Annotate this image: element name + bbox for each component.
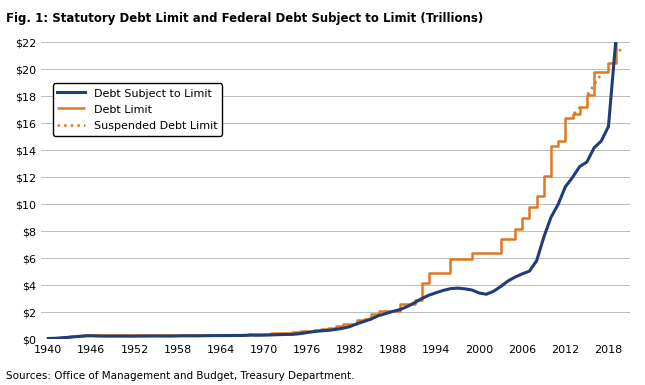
Suspended Debt Limit [571, 111, 579, 116]
Line: Suspended Debt Limit: Suspended Debt Limit [574, 107, 580, 114]
Suspended Debt Limit [571, 110, 579, 114]
Suspended Debt Limit [573, 108, 580, 113]
Suspended Debt Limit [573, 108, 581, 113]
Debt Limit [611, 40, 619, 45]
Debt Subject to Limit [611, 40, 619, 45]
Suspended Debt Limit [577, 105, 584, 109]
Suspended Debt Limit [570, 111, 578, 116]
Debt Limit [526, 216, 533, 220]
Suspended Debt Limit [575, 106, 582, 111]
Suspended Debt Limit [571, 110, 579, 115]
Text: Sources: Office of Management and Budget, Treasury Department.: Sources: Office of Management and Budget… [6, 371, 355, 381]
Legend: Debt Subject to Limit, Debt Limit, Suspended Debt Limit: Debt Subject to Limit, Debt Limit, Suspe… [52, 83, 222, 136]
Suspended Debt Limit [576, 105, 584, 110]
Suspended Debt Limit [573, 108, 581, 112]
Suspended Debt Limit [573, 109, 580, 113]
Debt Subject to Limit [45, 336, 52, 341]
Debt Limit [461, 256, 469, 261]
Debt Subject to Limit [389, 309, 397, 314]
Suspended Debt Limit [575, 106, 582, 111]
Debt Subject to Limit [382, 311, 390, 316]
Suspended Debt Limit [576, 105, 584, 109]
Suspended Debt Limit [574, 107, 582, 111]
Suspended Debt Limit [573, 107, 581, 112]
Debt Subject to Limit [411, 300, 419, 305]
Suspended Debt Limit [572, 109, 580, 114]
Debt Limit [45, 336, 52, 341]
Suspended Debt Limit [572, 109, 580, 114]
Suspended Debt Limit [575, 105, 583, 110]
Suspended Debt Limit [575, 107, 582, 111]
Text: Fig. 1: Statutory Debt Limit and Federal Debt Subject to Limit (Trillions): Fig. 1: Statutory Debt Limit and Federal… [6, 12, 484, 25]
Debt Limit [203, 333, 210, 337]
Suspended Debt Limit [572, 109, 580, 114]
Debt Limit [411, 301, 419, 306]
Debt Subject to Limit [547, 215, 555, 219]
Suspended Debt Limit [571, 110, 579, 115]
Suspended Debt Limit [570, 111, 578, 116]
Line: Debt Subject to Limit: Debt Subject to Limit [48, 42, 615, 338]
Suspended Debt Limit [574, 107, 582, 112]
Suspended Debt Limit [577, 104, 584, 109]
Debt Subject to Limit [296, 331, 304, 336]
Suspended Debt Limit [574, 107, 582, 112]
Line: Debt Limit: Debt Limit [48, 42, 615, 338]
Suspended Debt Limit [576, 105, 584, 110]
Suspended Debt Limit [571, 110, 579, 115]
Suspended Debt Limit [571, 110, 579, 114]
Debt Subject to Limit [432, 290, 440, 295]
Suspended Debt Limit [573, 109, 580, 113]
Suspended Debt Limit [575, 106, 583, 110]
Debt Limit [274, 331, 282, 336]
Debt Limit [231, 332, 239, 337]
